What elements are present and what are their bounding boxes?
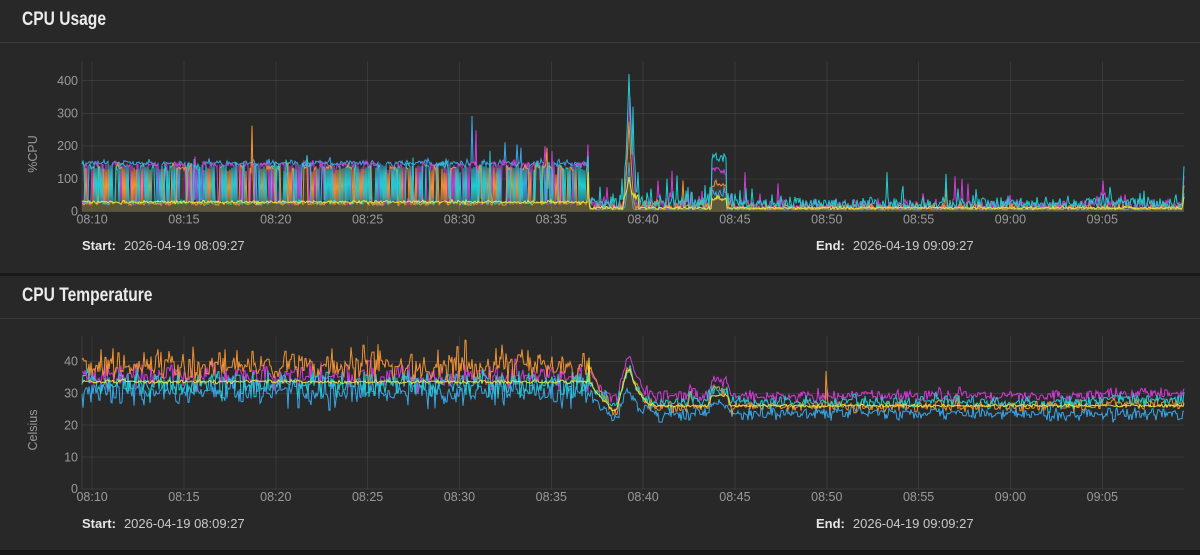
svg-text:08:20: 08:20: [260, 490, 291, 504]
svg-text:08:20: 08:20: [260, 213, 291, 227]
svg-text:09:05: 09:05: [1087, 490, 1118, 504]
svg-text:08:30: 08:30: [444, 490, 475, 504]
svg-text:08:50: 08:50: [811, 490, 842, 504]
svg-text:30: 30: [64, 387, 78, 401]
svg-text:10: 10: [64, 450, 78, 464]
svg-text:08:10: 08:10: [76, 490, 107, 504]
svg-text:09:00: 09:00: [995, 490, 1026, 504]
svg-text:08:55: 08:55: [903, 490, 934, 504]
svg-text:09:05: 09:05: [1087, 213, 1118, 227]
svg-text:08:15: 08:15: [168, 490, 199, 504]
svg-text:09:00: 09:00: [995, 213, 1026, 227]
svg-text:08:50: 08:50: [811, 213, 842, 227]
svg-text:08:35: 08:35: [536, 490, 567, 504]
svg-text:40: 40: [64, 355, 78, 369]
svg-text:08:35: 08:35: [536, 213, 567, 227]
svg-text:0: 0: [71, 205, 78, 219]
svg-text:08:30: 08:30: [444, 213, 475, 227]
svg-text:08:45: 08:45: [719, 213, 750, 227]
svg-text:100: 100: [57, 172, 78, 186]
svg-text:08:10: 08:10: [76, 213, 107, 227]
svg-text:400: 400: [57, 74, 78, 88]
svg-text:08:25: 08:25: [352, 490, 383, 504]
svg-text:08:40: 08:40: [627, 490, 658, 504]
svg-text:Celsius: Celsius: [26, 410, 40, 451]
svg-text:20: 20: [64, 418, 78, 432]
svg-text:08:40: 08:40: [627, 213, 658, 227]
svg-text:0: 0: [71, 482, 78, 496]
svg-text:300: 300: [57, 107, 78, 121]
svg-text:200: 200: [57, 139, 78, 153]
svg-text:08:25: 08:25: [352, 213, 383, 227]
svg-text:08:15: 08:15: [168, 213, 199, 227]
svg-text:08:55: 08:55: [903, 213, 934, 227]
svg-text:08:45: 08:45: [719, 490, 750, 504]
svg-text:%CPU: %CPU: [26, 135, 40, 173]
